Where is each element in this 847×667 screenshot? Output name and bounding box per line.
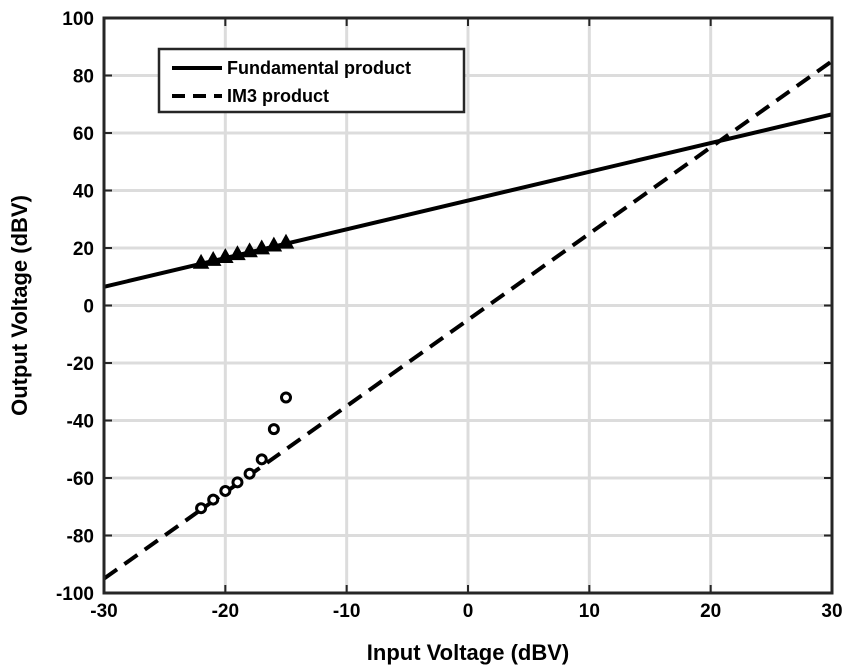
- fundamental-triangle-marker: [229, 245, 246, 261]
- x-tick-label: -20: [212, 601, 239, 622]
- fundamental-triangle-marker: [192, 253, 210, 269]
- y-tick-label: 80: [73, 67, 94, 88]
- im3-circle-marker: [267, 423, 280, 436]
- x-axis-title: Input Voltage (dBV): [367, 640, 569, 665]
- im3-circle-marker: [255, 453, 268, 466]
- y-tick-label: 40: [73, 182, 94, 203]
- fundamental-triangle-marker: [217, 248, 234, 263]
- x-tick-label: -10: [333, 601, 360, 622]
- y-tick-label: -60: [67, 469, 94, 490]
- x-tick-label: 20: [700, 601, 721, 622]
- y-tick-label: 100: [62, 9, 94, 30]
- legend: Fundamental product IM3 product: [157, 47, 466, 114]
- x-tick-label: 10: [579, 601, 600, 622]
- y-axis-title: Output Voltage (dBV): [7, 195, 32, 416]
- im3-circle-marker: [243, 467, 256, 480]
- y-tick-label: 60: [73, 124, 94, 145]
- legend-label-im3: IM3 product: [227, 86, 329, 106]
- y-tick-label: 20: [73, 239, 94, 260]
- fundamental-triangle-marker: [241, 242, 258, 258]
- fundamental-triangle-marker: [204, 250, 222, 266]
- plot-series: [102, 59, 834, 581]
- im3-circle-marker: [207, 493, 220, 506]
- fundamental-triangle-marker: [277, 233, 295, 249]
- grid-lines: [104, 18, 832, 593]
- fundamental-triangle-marker: [253, 239, 271, 255]
- im3-circle-marker: [231, 476, 244, 489]
- x-tick-label: 30: [821, 601, 842, 622]
- legend-label-fundamental: Fundamental product: [227, 58, 411, 78]
- y-tick-label: -80: [67, 527, 94, 548]
- y-tick-label: -40: [67, 412, 94, 433]
- x-tick-label: 0: [463, 601, 474, 622]
- y-tick-label: 0: [83, 297, 94, 318]
- fundamental-triangle-marker: [265, 236, 283, 252]
- x-tick-label: -30: [90, 601, 117, 622]
- y-tick-label: -100: [56, 584, 94, 605]
- y-tick-label: -20: [67, 354, 94, 375]
- im3-circle-marker: [280, 391, 292, 404]
- im3-circle-marker: [219, 484, 232, 497]
- im3-circle-marker: [195, 502, 208, 515]
- axis-ticks: -30 -20 -10 0 10 20 30-100-80-60-40-2002040608…: [56, 9, 843, 622]
- legend-box: [157, 47, 466, 114]
